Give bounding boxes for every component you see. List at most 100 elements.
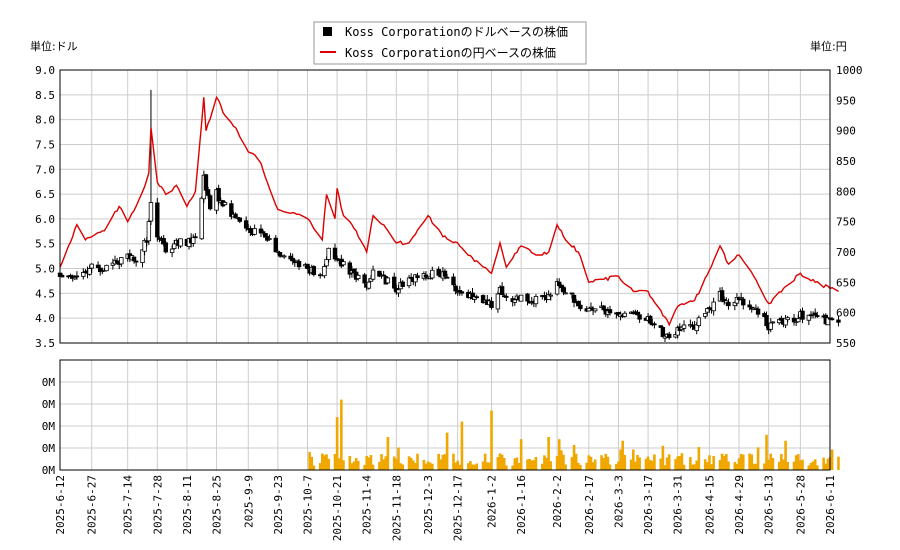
right-y-tick-label: 950 (836, 94, 856, 107)
candle-body (205, 189, 211, 196)
right-y-tick-label: 850 (836, 155, 856, 168)
candle-body (607, 309, 613, 314)
volume-bar (617, 461, 620, 470)
volume-bar (585, 462, 589, 470)
vol-y-tick-label: 0M (42, 464, 56, 477)
volume-bar (767, 459, 770, 470)
left-y-tick-label: 6.5 (35, 188, 55, 201)
volume-bar (399, 463, 402, 470)
candle-body (119, 257, 124, 265)
volume-bar (458, 464, 462, 470)
candle-body (563, 292, 568, 295)
volume-bar (500, 454, 504, 470)
volume-bar (409, 457, 413, 470)
candle-body (768, 322, 773, 330)
candle-body (191, 236, 196, 244)
candle-body (415, 275, 420, 279)
volume-bar (691, 464, 694, 470)
candle-body (169, 248, 175, 254)
x-tick-label: 2025-7-28 (151, 475, 164, 535)
right-y-tick-label: 750 (836, 216, 856, 229)
volume-bar (703, 459, 707, 470)
volume-bar (837, 456, 840, 470)
candle-body (341, 261, 346, 266)
candle-body (586, 308, 592, 312)
volume-bar (807, 465, 811, 470)
volume-bar (801, 459, 804, 470)
volume-bar (780, 454, 783, 470)
candle-body (131, 256, 137, 262)
volume-bar (528, 458, 531, 470)
x-tick-label: 2025-10-21 (331, 475, 344, 541)
volume-bar (392, 456, 396, 470)
volume-bar (629, 459, 633, 470)
volume-bar (469, 461, 472, 470)
candle-body (578, 304, 583, 310)
candle-body (444, 276, 450, 279)
candle-body (296, 261, 302, 268)
left-y-tick-label: 8.5 (35, 89, 55, 102)
volume-bar (574, 453, 578, 470)
candle-body (406, 277, 412, 287)
candle-body (392, 276, 397, 289)
candle-body (74, 275, 80, 278)
volume-bar (557, 439, 561, 470)
candle-body (741, 298, 746, 306)
candle-body (588, 306, 594, 309)
volume-bar (748, 453, 751, 470)
volume-bar (352, 461, 356, 470)
right-y-tick-label: 550 (836, 337, 856, 350)
volume-bar (543, 455, 546, 470)
volume-bar (327, 458, 330, 470)
candle-body (548, 294, 553, 297)
plot-frames (59, 69, 831, 471)
candle-body (385, 277, 391, 284)
volume-bar (676, 456, 679, 470)
volume-bar (342, 460, 345, 470)
x-tick-label: 2025-12-3 (422, 475, 435, 535)
volume-bar (777, 461, 781, 470)
candle-body (499, 286, 505, 295)
volume-bar (604, 453, 608, 470)
volume-bar (555, 456, 559, 470)
candle-body (747, 304, 752, 308)
volume-bar (428, 462, 432, 470)
left-y-tick-label: 3.5 (35, 337, 55, 350)
volume-bar (733, 462, 737, 470)
candle-body (474, 296, 479, 299)
candle-body (222, 202, 228, 206)
volume-bar (631, 449, 635, 470)
x-tick-label: 2025-6-12 (54, 475, 67, 535)
volume-bar (564, 464, 567, 470)
candle-body (480, 295, 486, 304)
volume-bar (312, 465, 316, 470)
volume-bar (422, 459, 426, 470)
x-tick-label: 2026-1-2 (486, 475, 499, 528)
candle-body (696, 317, 702, 326)
candle-body (362, 274, 367, 284)
volume-bar (579, 464, 582, 470)
legend-dollar-label: Koss Corporationのドルベースの株価 (345, 24, 568, 39)
candle-body (324, 259, 329, 267)
volume-bar (659, 458, 663, 470)
candle-body (370, 269, 376, 280)
volume-bar (697, 447, 701, 470)
volume-bar (769, 453, 773, 470)
left-y-tick-label: 4.5 (35, 287, 55, 300)
volume-bar (545, 457, 548, 470)
volume-bar (496, 456, 500, 470)
vol-y-tick-label: 0M (42, 398, 56, 411)
candle-body (87, 268, 92, 275)
volume-bar (799, 460, 802, 470)
candle-body (738, 297, 744, 300)
candle-body (770, 321, 776, 324)
volume-bar (443, 454, 447, 470)
candle-body (59, 274, 65, 278)
x-tick-label: 2025-11-4 (361, 475, 374, 535)
candle-body (495, 293, 501, 310)
volume-bar (737, 458, 741, 470)
candle-body (146, 221, 152, 242)
volume-plot-frame (59, 359, 831, 471)
candle-body (512, 299, 518, 303)
volume-bar (475, 463, 479, 470)
